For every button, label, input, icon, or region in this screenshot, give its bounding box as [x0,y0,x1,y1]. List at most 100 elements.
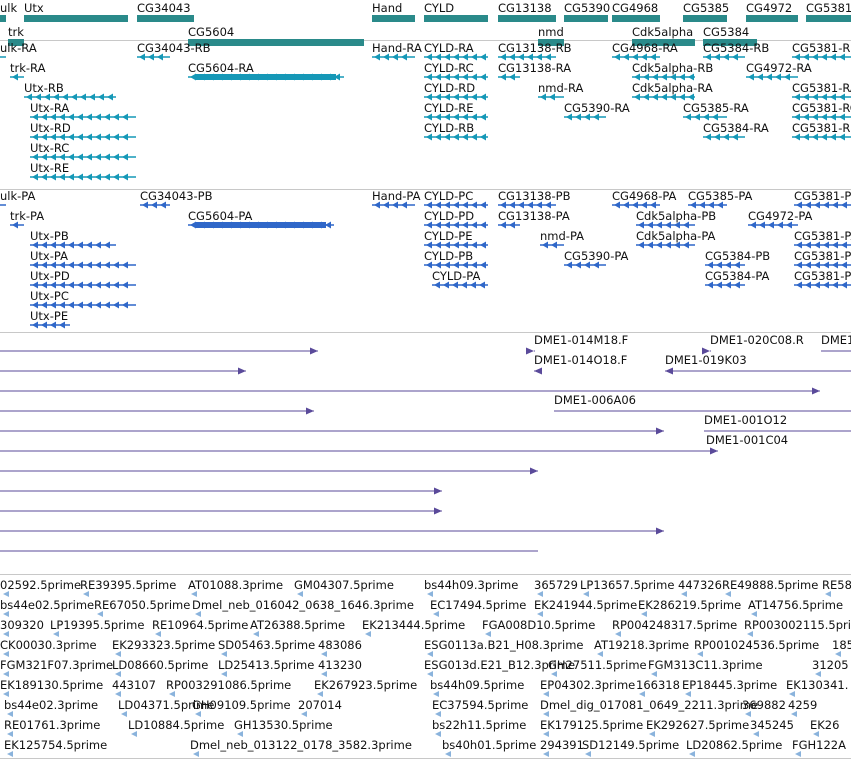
protein-feature[interactable] [140,201,170,209]
protein-feature[interactable] [688,201,727,209]
protein-feature[interactable] [498,201,556,209]
est-feature[interactable] [427,651,433,657]
protein-feature[interactable] [794,201,851,209]
est-feature[interactable] [221,671,227,677]
est-feature[interactable] [639,691,645,697]
est-feature[interactable] [97,611,103,617]
transcript-feature[interactable] [424,73,488,81]
transcript-feature[interactable] [792,93,851,101]
transcript-feature[interactable] [746,73,798,81]
protein-feature[interactable] [30,281,136,289]
protein-feature[interactable] [564,261,606,269]
protein-feature[interactable] [188,221,334,229]
clone-feature[interactable] [0,407,314,415]
protein-feature[interactable] [705,281,745,289]
protein-feature[interactable] [10,221,24,229]
transcript-feature[interactable] [632,93,695,101]
est-feature[interactable] [195,611,201,617]
gene-feature[interactable] [683,15,727,22]
protein-feature[interactable] [372,201,415,209]
clone-feature[interactable] [0,427,664,435]
clone-feature[interactable] [0,487,442,495]
est-feature[interactable] [3,651,9,657]
transcript-feature[interactable] [564,113,606,121]
gene-feature[interactable] [806,15,851,22]
est-feature[interactable] [195,711,201,717]
est-feature[interactable] [321,651,327,657]
protein-feature[interactable] [636,241,695,249]
clone-feature[interactable] [0,527,664,535]
transcript-feature[interactable] [498,53,556,61]
est-feature[interactable] [537,611,543,617]
transcript-feature[interactable] [424,133,488,141]
protein-feature[interactable] [498,221,520,229]
gene-feature[interactable] [498,15,556,22]
est-feature[interactable] [543,751,549,757]
est-feature[interactable] [169,691,175,697]
est-feature[interactable] [685,691,691,697]
est-feature[interactable] [725,591,731,597]
clone-feature[interactable] [665,367,851,375]
est-feature[interactable] [365,631,371,637]
est-feature[interactable] [3,691,9,697]
est-feature[interactable] [551,671,557,677]
gene-feature[interactable] [564,15,608,22]
est-feature[interactable] [317,691,323,697]
protein-feature[interactable] [30,241,116,249]
clone-feature[interactable] [526,347,535,355]
est-feature[interactable] [427,671,433,677]
transcript-feature[interactable] [30,113,136,121]
est-feature[interactable] [237,731,243,737]
gene-feature[interactable] [24,15,128,22]
transcript-feature[interactable] [137,53,170,61]
transcript-feature[interactable] [30,133,136,141]
est-feature[interactable] [433,691,439,697]
est-feature[interactable] [193,751,199,757]
est-feature[interactable] [747,631,753,637]
est-feature[interactable] [825,591,831,597]
protein-feature[interactable] [432,281,488,289]
est-feature[interactable] [115,691,121,697]
clone-feature[interactable] [534,367,542,375]
transcript-feature[interactable] [703,133,745,141]
est-feature[interactable] [641,611,647,617]
est-feature[interactable] [131,731,137,737]
est-feature[interactable] [681,591,687,597]
transcript-feature[interactable] [30,153,136,161]
clone-feature[interactable] [0,507,442,515]
est-feature[interactable] [689,751,695,757]
gene-feature[interactable] [372,15,415,22]
protein-feature[interactable] [794,281,851,289]
clone-feature[interactable] [0,367,246,375]
est-feature[interactable] [615,631,621,637]
clone-feature[interactable] [0,467,538,475]
est-feature[interactable] [3,671,9,677]
est-feature[interactable] [3,611,9,617]
est-feature[interactable] [191,591,197,597]
transcript-feature[interactable] [792,133,851,141]
est-feature[interactable] [485,631,491,637]
protein-feature[interactable] [794,261,851,269]
transcript-feature[interactable] [498,73,520,81]
transcript-feature[interactable] [10,73,24,81]
transcript-feature[interactable] [24,93,116,101]
est-feature[interactable] [433,611,439,617]
est-feature[interactable] [753,731,759,737]
est-feature[interactable] [435,711,441,717]
gene-feature[interactable] [424,15,488,22]
clone-feature[interactable] [0,447,718,455]
gene-feature[interactable] [746,15,798,22]
est-feature[interactable] [7,711,13,717]
est-feature[interactable] [815,671,821,677]
est-feature[interactable] [121,711,127,717]
est-feature[interactable] [543,691,549,697]
est-feature[interactable] [221,651,227,657]
transcript-feature[interactable] [424,113,488,121]
est-feature[interactable] [583,591,589,597]
gene-feature[interactable] [703,39,757,46]
est-feature[interactable] [53,631,59,637]
est-feature[interactable] [585,751,591,757]
protein-feature[interactable] [30,301,136,309]
est-feature[interactable] [83,591,89,597]
est-feature[interactable] [745,711,751,717]
